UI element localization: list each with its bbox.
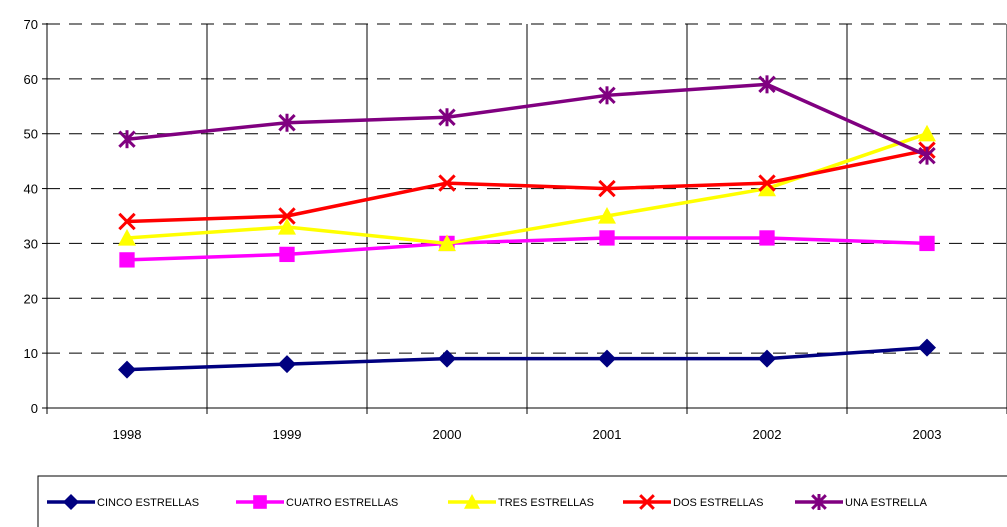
- y-tick-label-60: 60: [24, 72, 38, 87]
- x-tick-label-1999: 1999: [273, 427, 302, 442]
- axes: 0 10 20 30 40 50 60 70 1998 1999 2000 2001 2002 2003: [24, 17, 1007, 442]
- series-line-una-estrella: [126, 82, 928, 158]
- point-cuatro-estrellas-1998: [119, 252, 135, 268]
- legend-marker-cinco-estrellas: [63, 494, 79, 510]
- point-cuatro-estrellas-2001: [599, 230, 615, 246]
- point-cuatro-estrellas-1999: [279, 246, 295, 263]
- x-tick-label-2002: 2002: [753, 427, 782, 442]
- point-cinco-estrellas-2001: [598, 349, 616, 368]
- legend-marker-dos-estrellas: [639, 494, 655, 510]
- point-cinco-estrellas-2002: [758, 349, 776, 368]
- series-line-dos-estrellas: [126, 148, 928, 224]
- y-tick-label-10: 10: [24, 346, 38, 361]
- point-una-estrella-1998: [118, 130, 136, 149]
- legend: CINCO ESTRELLAS CUATRO ESTRELLAS TRES ESTR…: [37, 475, 1007, 527]
- legend-marker-cuatro-estrellas: [253, 495, 267, 509]
- x-tick-label-2001: 2001: [593, 427, 622, 442]
- x-tick-label-1998: 1998: [113, 427, 142, 442]
- y-tick-label-30: 30: [24, 236, 38, 251]
- point-dos-estrellas-1998: [118, 212, 136, 231]
- series-line-cinco-estrellas: [126, 345, 928, 372]
- grid-lines: [47, 23, 1007, 408]
- y-tick-label-20: 20: [24, 291, 38, 306]
- point-una-estrella-1999: [278, 113, 296, 132]
- legend-label-cuatro-estrellas: CUATRO ESTRELLAS: [286, 497, 398, 509]
- point-tres-estrellas-1998: [118, 228, 136, 246]
- point-tres-estrellas-2001: [598, 207, 616, 224]
- point-cuatro-estrellas-2002: [759, 230, 775, 246]
- y-tick-label-0: 0: [31, 401, 38, 416]
- point-tres-estrellas-2000: [438, 234, 456, 252]
- point-una-estrella-2000: [438, 108, 456, 127]
- point-tres-estrellas-1999: [278, 217, 296, 235]
- point-una-estrella-2003: [918, 146, 936, 165]
- point-una-estrella-2002: [758, 75, 776, 94]
- point-cuatro-estrellas-2003: [919, 235, 935, 252]
- point-dos-estrellas-1999: [278, 207, 296, 225]
- legend-label-dos-estrellas: DOS ESTRELLAS: [673, 497, 763, 509]
- legend-box: [37, 475, 1007, 527]
- point-cinco-estrellas-1999: [278, 355, 296, 374]
- point-dos-estrellas-2002: [758, 174, 776, 192]
- legend-marker-una-estrella: [811, 494, 827, 510]
- x-tick-label-2003: 2003: [913, 427, 942, 442]
- y-tick-label-70: 70: [24, 17, 38, 32]
- point-tres-estrellas-2002: [758, 179, 776, 197]
- point-dos-estrellas-2001: [598, 179, 616, 198]
- series-lines: [118, 75, 936, 379]
- point-dos-estrellas-2000: [438, 174, 456, 192]
- series-line-cuatro-estrellas: [126, 236, 928, 262]
- point-tres-estrellas-2003: [918, 124, 936, 142]
- x-tick-label-2000: 2000: [433, 427, 462, 442]
- y-tick-label-40: 40: [24, 182, 38, 197]
- series-line-tres-estrellas: [126, 132, 928, 246]
- point-cinco-estrellas-1998: [118, 360, 136, 379]
- point-cinco-estrellas-2003: [918, 338, 936, 357]
- legend-label-tres-estrellas: TRES ESTRELLAS: [498, 497, 594, 509]
- legend-label-una-estrella: UNA ESTRELLA: [845, 497, 928, 509]
- point-cinco-estrellas-2000: [438, 349, 456, 368]
- y-tick-label-50: 50: [24, 127, 38, 142]
- legend-label-cinco-estrellas: CINCO ESTRELLAS: [97, 497, 199, 509]
- legend-marker-tres-estrellas: [464, 494, 480, 509]
- point-una-estrella-2001: [598, 86, 616, 105]
